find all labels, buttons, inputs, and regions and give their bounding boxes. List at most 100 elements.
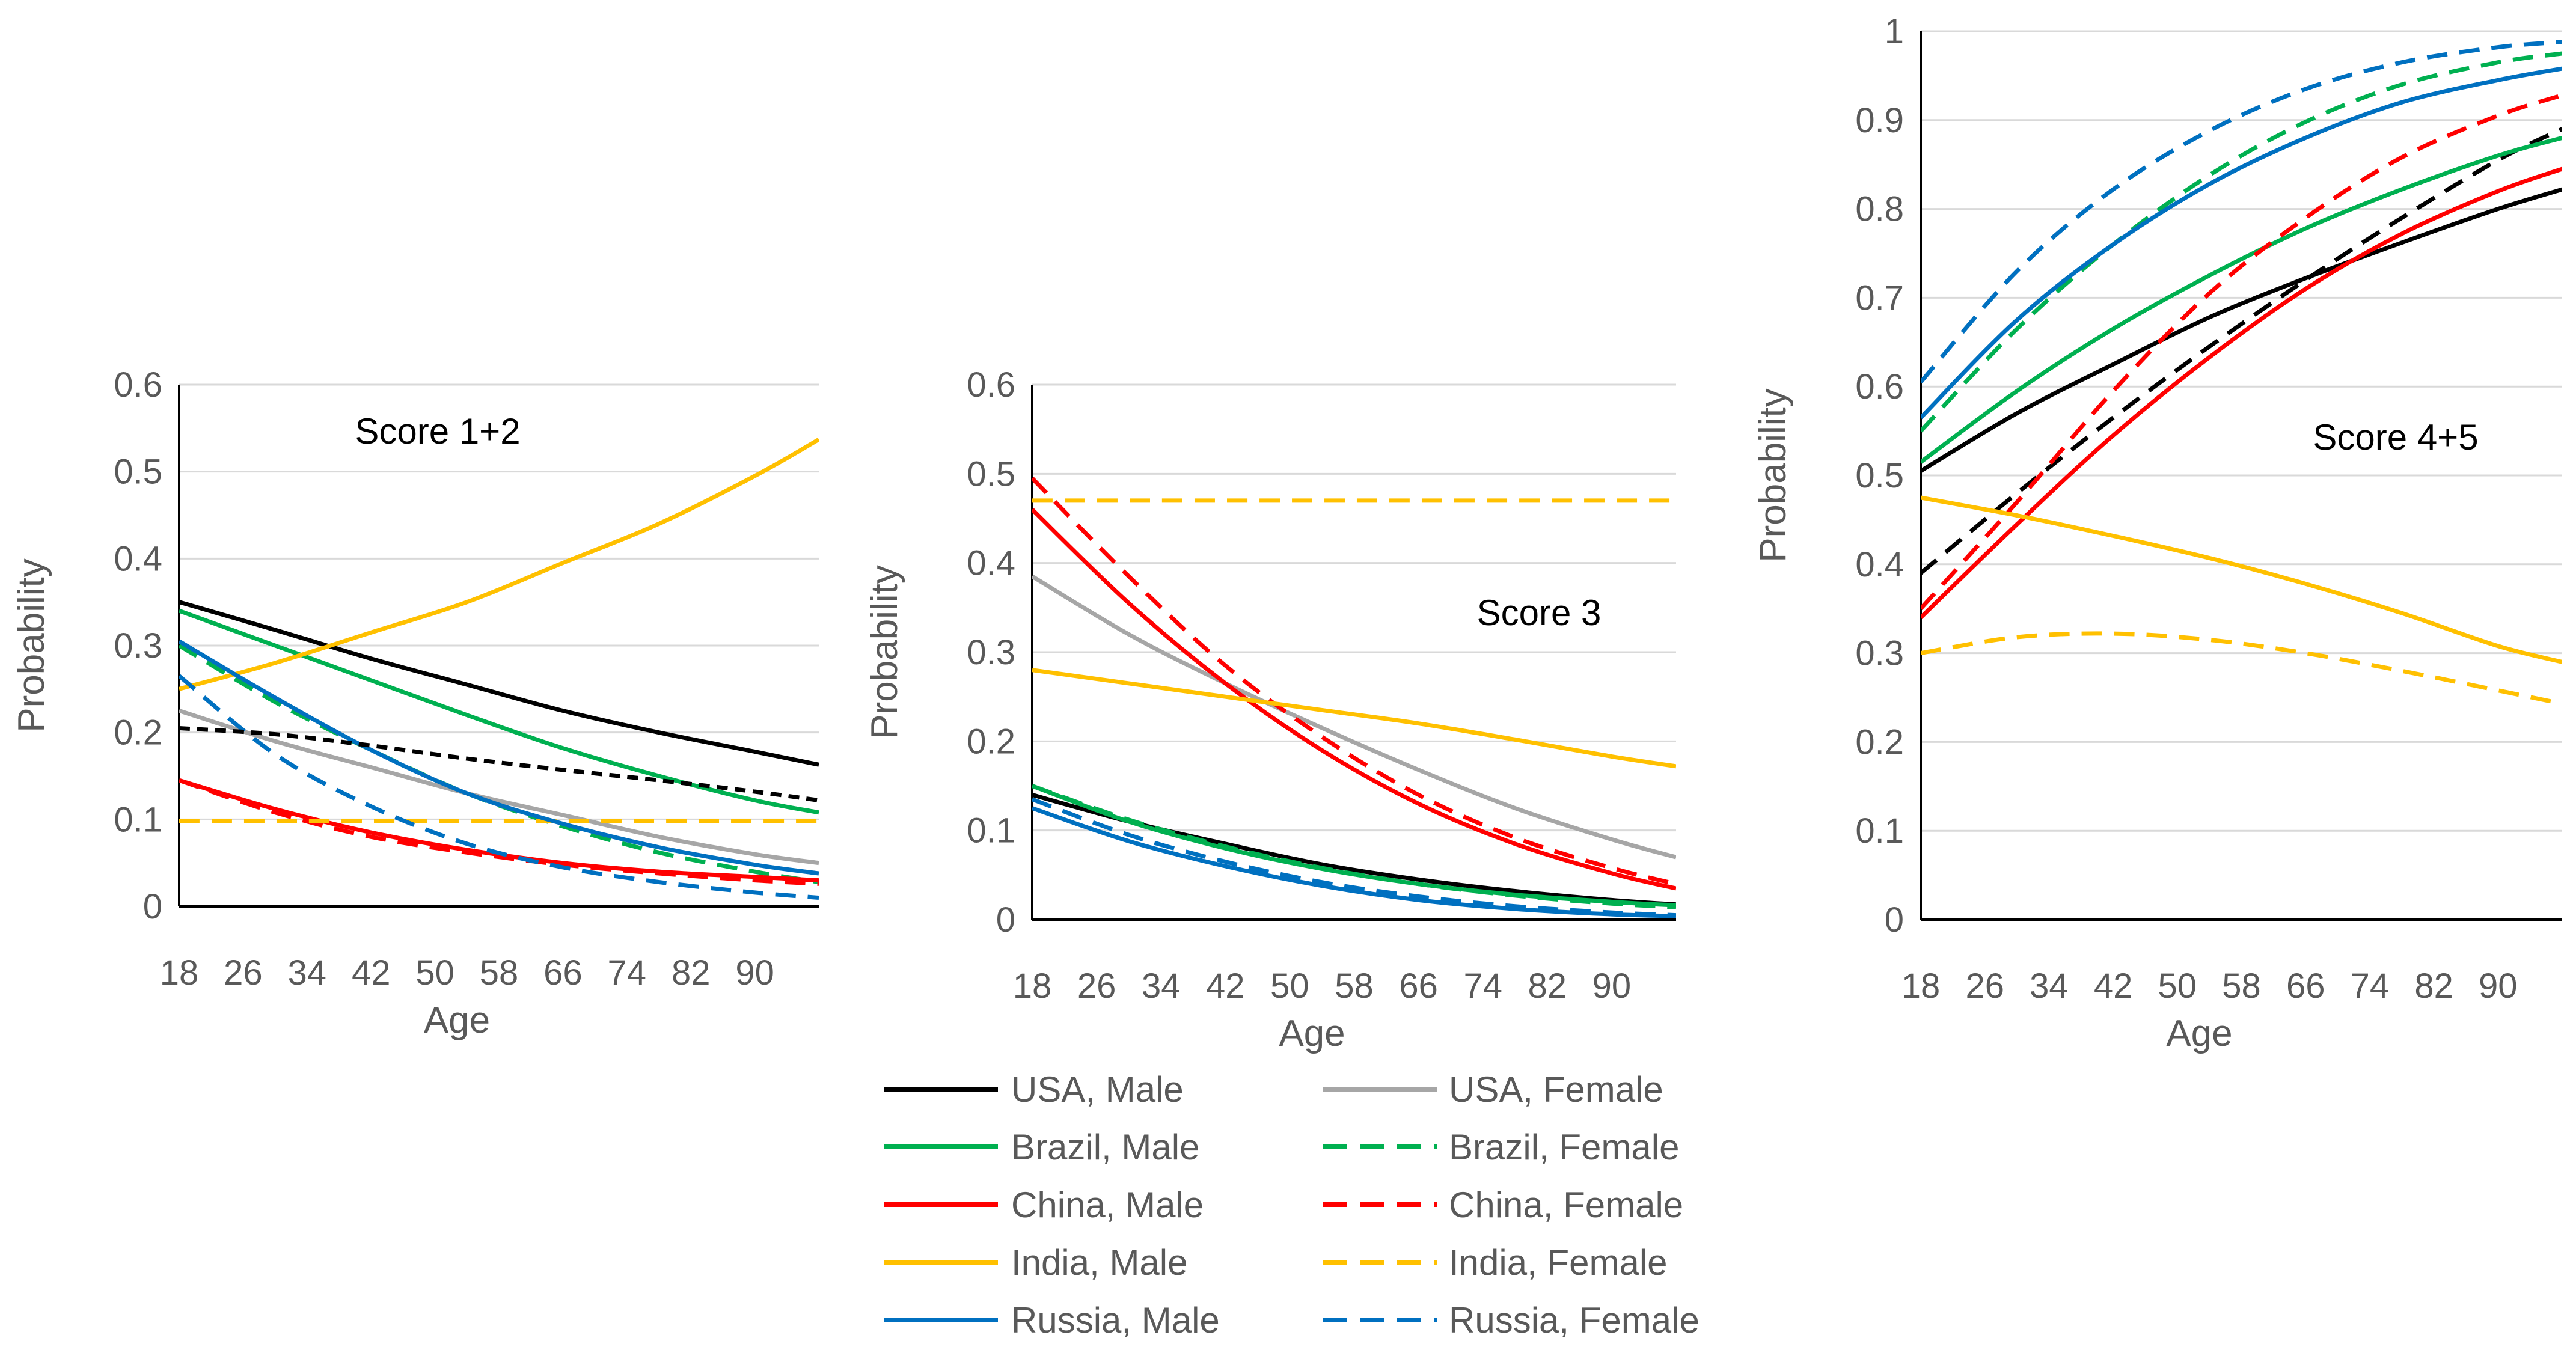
series-line-usa-male — [1921, 187, 2562, 473]
y-tick-label: 0.1 — [1855, 811, 1904, 851]
legend-label-brazil-male: Brazil, Male — [1011, 1127, 1199, 1167]
series-line-brazil-male — [179, 608, 819, 815]
series-line-usa-female — [179, 709, 819, 866]
x-axis-label: Age — [2166, 1013, 2232, 1054]
x-tick-label: 58 — [2222, 967, 2261, 1006]
series-line-india-male — [179, 438, 819, 691]
y-tick-label: 0.6 — [114, 365, 162, 405]
x-tick-label: 82 — [1528, 967, 1567, 1006]
y-tick-label: 0.5 — [967, 454, 1015, 493]
series-line-usa-female-dashed — [179, 725, 819, 802]
y-axis-label: Probability — [11, 558, 52, 732]
series-line-usa-male — [179, 600, 819, 767]
x-tick-label: 66 — [1399, 967, 1438, 1006]
legend-label-russia-male: Russia, Male — [1011, 1300, 1220, 1340]
x-tick-label: 34 — [2030, 967, 2069, 1006]
series-line-russia-female — [1921, 40, 2562, 384]
x-axis-label: Age — [424, 1000, 490, 1041]
series-line-china-male — [1032, 508, 1676, 891]
y-tick-label: 0.8 — [1855, 190, 1904, 229]
y-tick-label: 0.7 — [1855, 278, 1904, 317]
y-tick-label: 0.5 — [114, 453, 162, 492]
x-tick-label: 34 — [1142, 967, 1181, 1006]
series-line-china-female — [1921, 93, 2562, 611]
x-tick-label: 42 — [352, 953, 391, 992]
y-tick-label: 0.2 — [967, 722, 1015, 761]
y-tick-label: 0 — [996, 900, 1015, 939]
x-tick-label: 74 — [1463, 967, 1502, 1006]
series-line-brazil-female — [1032, 784, 1676, 909]
y-tick-label: 1 — [1885, 12, 1904, 51]
y-tick-label: 0.2 — [1855, 722, 1904, 762]
legend-label-usa-male: USA, Male — [1011, 1069, 1184, 1110]
y-tick-label: 0 — [143, 887, 162, 926]
x-tick-label: 90 — [2479, 967, 2518, 1006]
x-tick-label: 42 — [1206, 967, 1245, 1006]
y-tick-label: 0.1 — [967, 811, 1015, 851]
chart-title: Score 4+5 — [2313, 417, 2478, 457]
y-tick-label: 0.2 — [114, 713, 162, 753]
y-tick-label: 0.4 — [114, 539, 162, 578]
x-tick-label: 74 — [2351, 967, 2390, 1006]
legend-label-russia-female: Russia, Female — [1449, 1300, 1699, 1340]
x-tick-label: 18 — [1013, 967, 1052, 1006]
chart-title: Score 3 — [1477, 593, 1602, 633]
x-tick-label: 66 — [543, 953, 583, 992]
y-tick-label: 0.4 — [1855, 545, 1904, 584]
x-tick-label: 50 — [415, 953, 454, 992]
y-tick-label: 0.6 — [1855, 367, 1904, 406]
series-group — [1921, 40, 2562, 706]
x-tick-label: 58 — [1335, 967, 1374, 1006]
y-tick-label: 0.5 — [1855, 456, 1904, 495]
series-group — [179, 438, 819, 900]
series-line-china-female — [1032, 477, 1676, 887]
series-line-usa-female — [1032, 574, 1676, 860]
x-tick-label: 66 — [2286, 967, 2325, 1006]
y-axis-label: Probability — [1752, 388, 1794, 562]
legend-label-usa-female: USA, Female — [1449, 1069, 1663, 1110]
series-line-russia-male — [1921, 66, 2562, 420]
x-tick-label: 58 — [480, 953, 519, 992]
x-tick-label: 26 — [1077, 967, 1116, 1006]
chart-legend: USA, Male USA, Female Brazil, Male Brazil, … — [884, 1069, 1699, 1340]
y-tick-label: 0.1 — [114, 800, 162, 839]
legend-label-china-female: China, Female — [1449, 1185, 1683, 1225]
x-tick-label: 26 — [1965, 967, 2004, 1006]
y-tick-label: 0.3 — [967, 633, 1015, 672]
chart-score-4-5: 0 0.1 0.2 0.3 0.4 0.5 0.6 0.7 0.8 0.9 1 18 26 34 42 50 5… — [1752, 12, 2562, 1054]
series-line-brazil-male — [1921, 135, 2562, 464]
y-axis-label: Probability — [864, 565, 905, 739]
series-line-india-male — [1032, 668, 1676, 769]
chart-score-3: 0 0.1 0.2 0.3 0.4 0.5 0.6 18 26 34 42 50 58 66 74 82 90 A… — [864, 365, 1676, 1054]
series-group — [1032, 477, 1676, 918]
legend-label-india-male: India, Male — [1011, 1242, 1188, 1283]
y-tick-label: 0.3 — [1855, 634, 1904, 673]
x-tick-label: 34 — [288, 953, 327, 992]
series-line-russia-male — [179, 639, 819, 876]
series-line-india-female — [1921, 631, 2562, 706]
series-line-russia-female — [1032, 797, 1676, 918]
x-tick-label: 82 — [2414, 967, 2453, 1006]
series-line-china-female — [179, 778, 819, 886]
y-tick-label: 0.6 — [967, 365, 1015, 405]
series-line-russia-female — [179, 674, 819, 900]
x-tick-label: 74 — [608, 953, 647, 992]
series-line-brazil-female — [1921, 51, 2562, 433]
x-tick-label: 50 — [1270, 967, 1309, 1006]
series-line-brazil-female — [179, 643, 819, 884]
x-tick-label: 50 — [2158, 967, 2197, 1006]
x-tick-label: 26 — [224, 953, 263, 992]
x-tick-label: 42 — [2094, 967, 2133, 1006]
legend-label-china-male: China, Male — [1011, 1185, 1204, 1225]
y-tick-label: 0.4 — [967, 544, 1015, 583]
chart-score-1-2: 0 0.1 0.2 0.3 0.4 0.5 0.6 18 26 34 42 50 58 66 74 82 90 A… — [11, 365, 819, 1041]
x-tick-label: 90 — [1592, 967, 1632, 1006]
x-tick-label: 82 — [672, 953, 711, 992]
x-axis-label: Age — [1279, 1013, 1345, 1054]
legend-label-india-female: India, Female — [1449, 1242, 1668, 1283]
chart-title: Score 1+2 — [355, 411, 520, 451]
series-line-china-male — [1921, 166, 2562, 619]
series-line-india-male — [1921, 495, 2562, 664]
